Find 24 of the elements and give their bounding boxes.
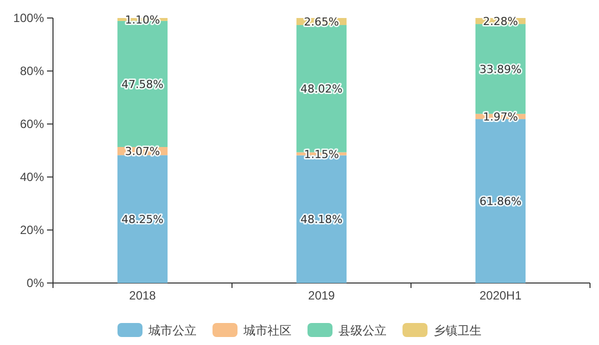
legend-label: 县级公立 — [338, 324, 386, 338]
x-tick-label: 2018 — [129, 288, 156, 303]
data-label: 2.65% — [304, 16, 339, 29]
data-label: 48.25% — [122, 213, 164, 226]
legend-label: 城市公立 — [148, 324, 196, 338]
y-tick-label: 0% — [26, 276, 44, 290]
data-label: 48.18% — [300, 213, 342, 226]
data-label: 61.86% — [480, 195, 522, 208]
data-label: 48.02% — [300, 82, 342, 96]
bar — [117, 155, 168, 283]
data-label: 2.28% — [483, 15, 518, 28]
legend-label: 城市社区 — [242, 324, 292, 338]
data-label: 33.89% — [480, 62, 522, 76]
y-tick-label: 100% — [13, 10, 44, 25]
x-tick-label: 2020H1 — [479, 288, 522, 303]
data-label: 3.07% — [125, 145, 160, 158]
y-tick-label: 80% — [20, 64, 44, 78]
y-tick-label: 20% — [20, 222, 44, 237]
y-tick-label: 60% — [20, 116, 44, 131]
data-label: 47.58% — [122, 78, 164, 91]
bar — [475, 119, 526, 283]
legend-label: 乡镇卫生 — [434, 324, 482, 338]
x-tick-label: 2019 — [308, 288, 336, 303]
y-tick-label: 40% — [20, 170, 44, 184]
